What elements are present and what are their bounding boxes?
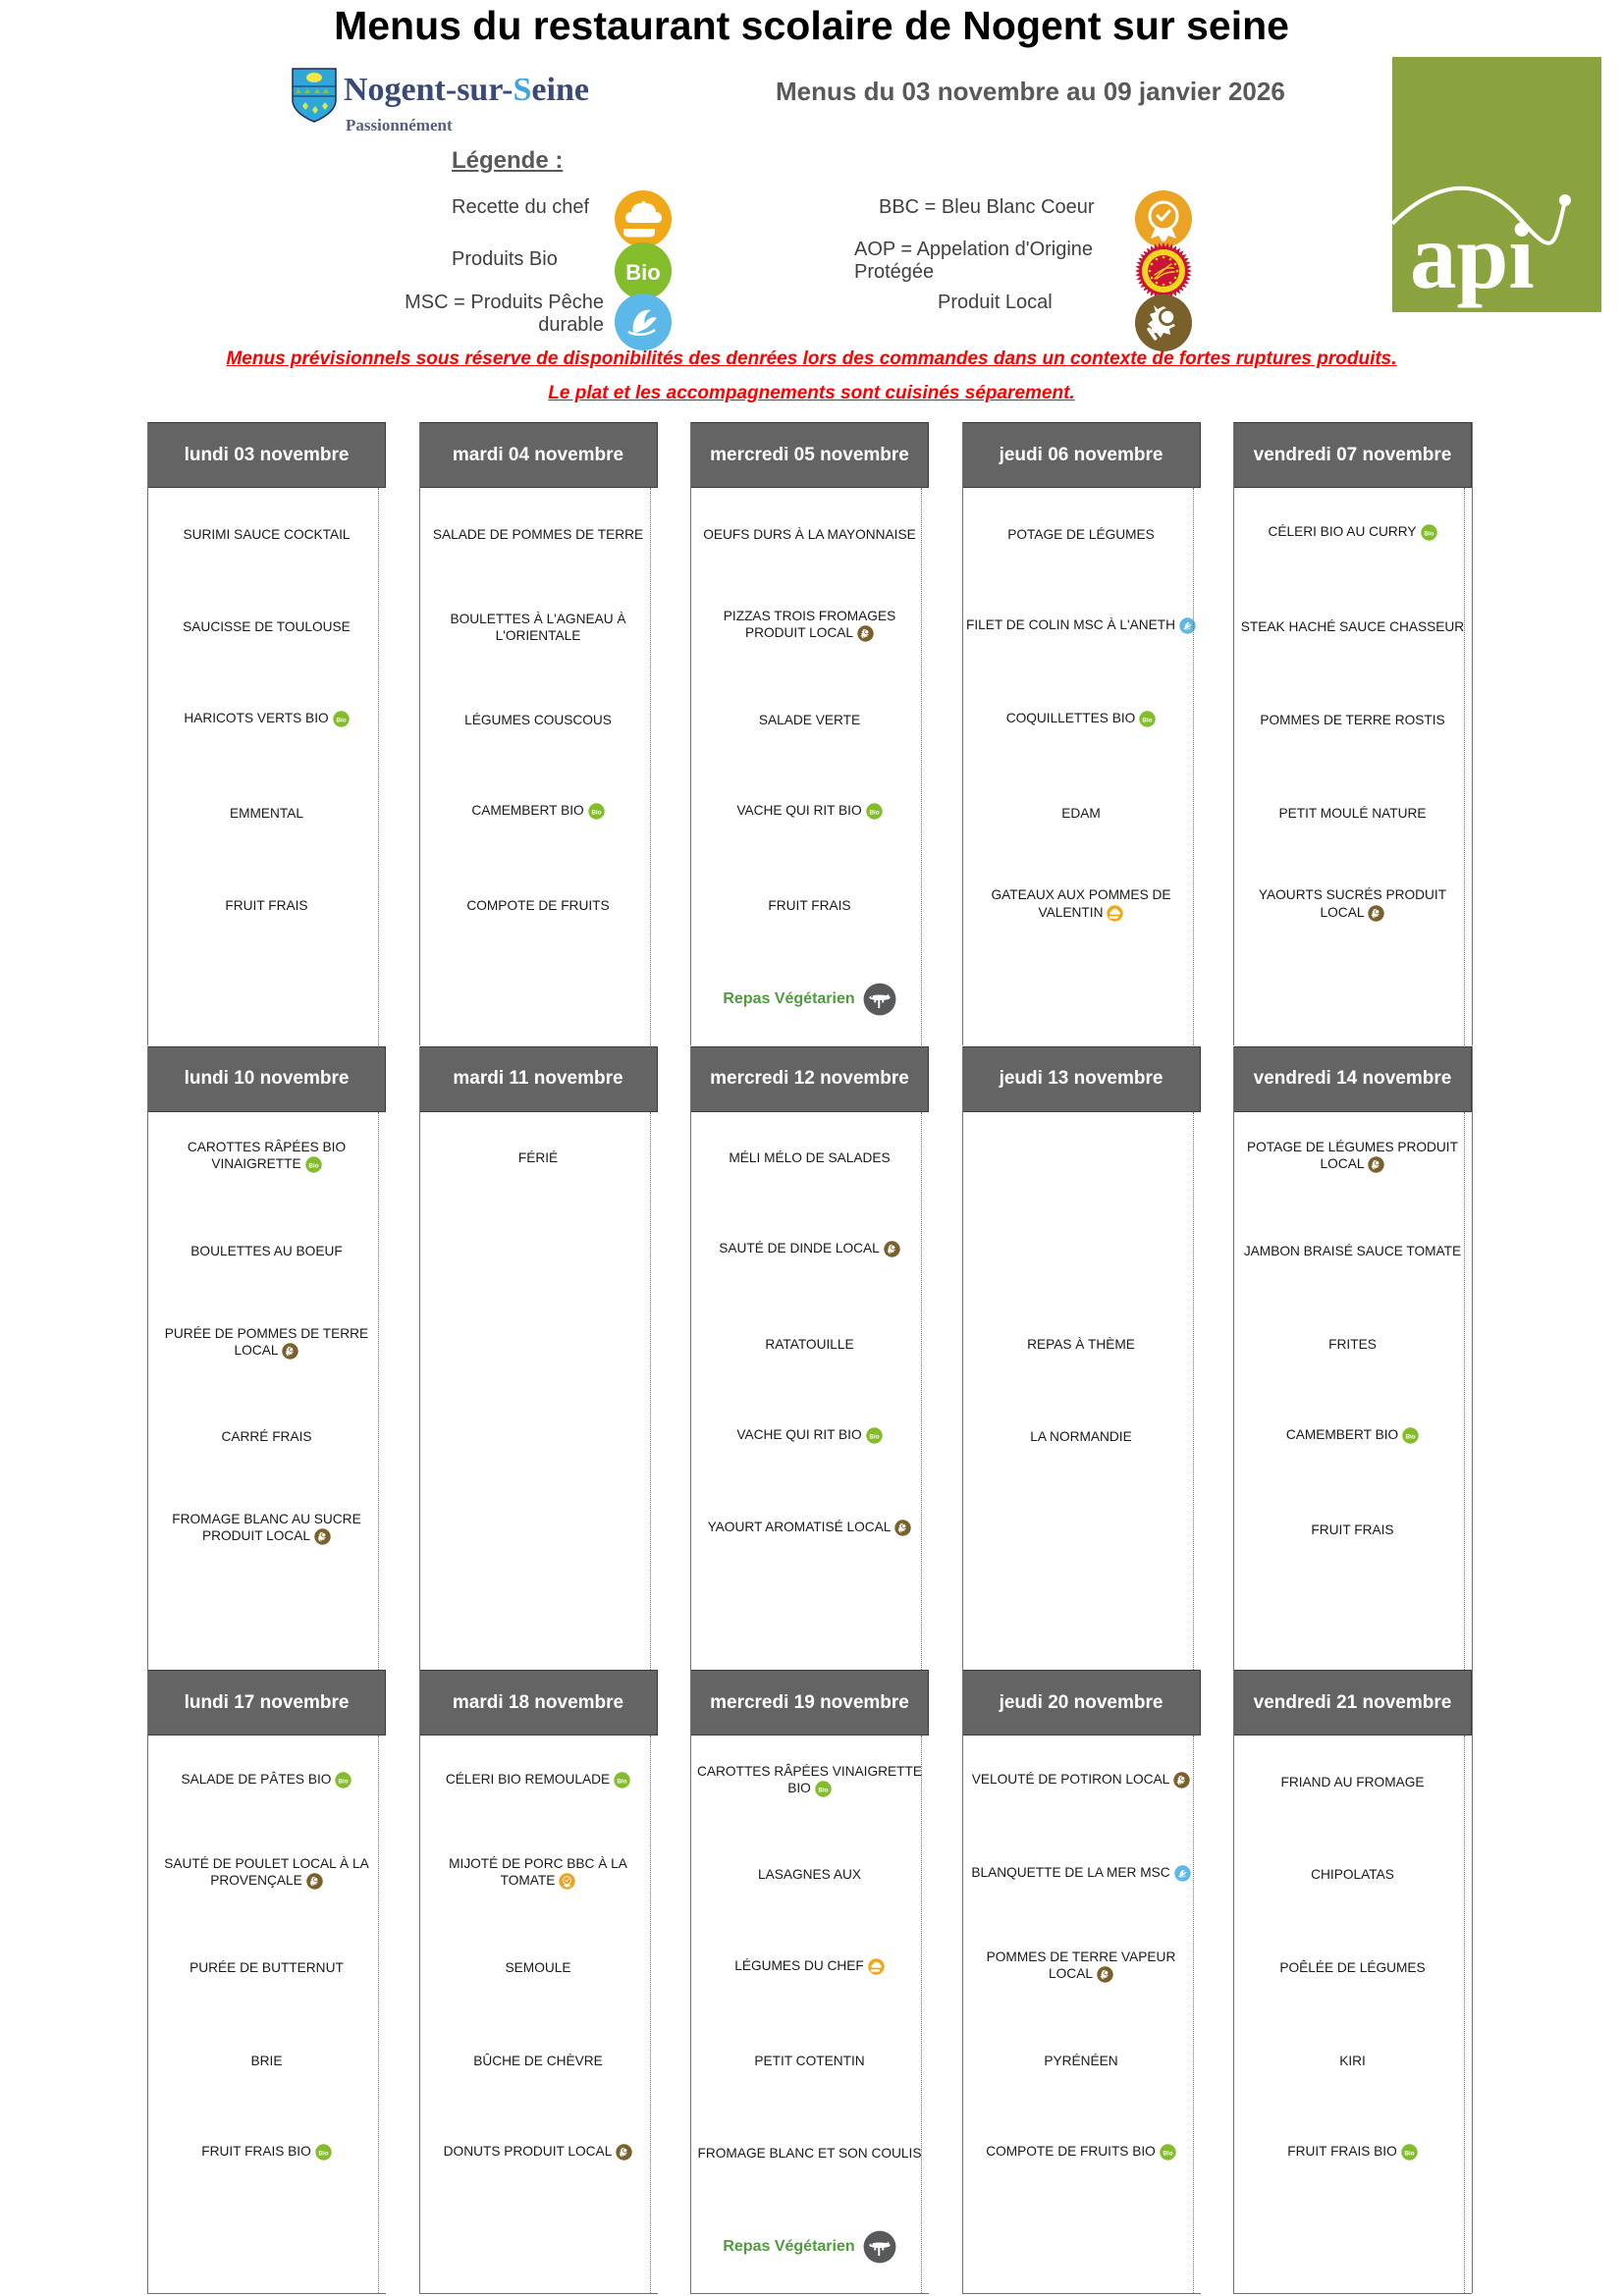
svg-text:Bio: Bio	[1404, 2150, 1414, 2157]
svg-text:Bio: Bio	[308, 1163, 318, 1170]
svg-text:Bio: Bio	[336, 717, 346, 723]
svg-text:Bio: Bio	[869, 810, 879, 817]
svg-text:Bio: Bio	[591, 810, 601, 817]
svg-text:Bio: Bio	[869, 1433, 879, 1440]
svg-text:Bio: Bio	[1406, 1433, 1416, 1440]
svg-text:Bio: Bio	[1424, 531, 1434, 538]
svg-text:Bio: Bio	[1143, 717, 1153, 723]
svg-text:Bio: Bio	[818, 1787, 828, 1793]
svg-text:Bio: Bio	[618, 1779, 627, 1786]
svg-text:Bio: Bio	[339, 1779, 349, 1786]
svg-text:Bio: Bio	[318, 2150, 328, 2157]
svg-text:Bio: Bio	[1163, 2150, 1172, 2157]
